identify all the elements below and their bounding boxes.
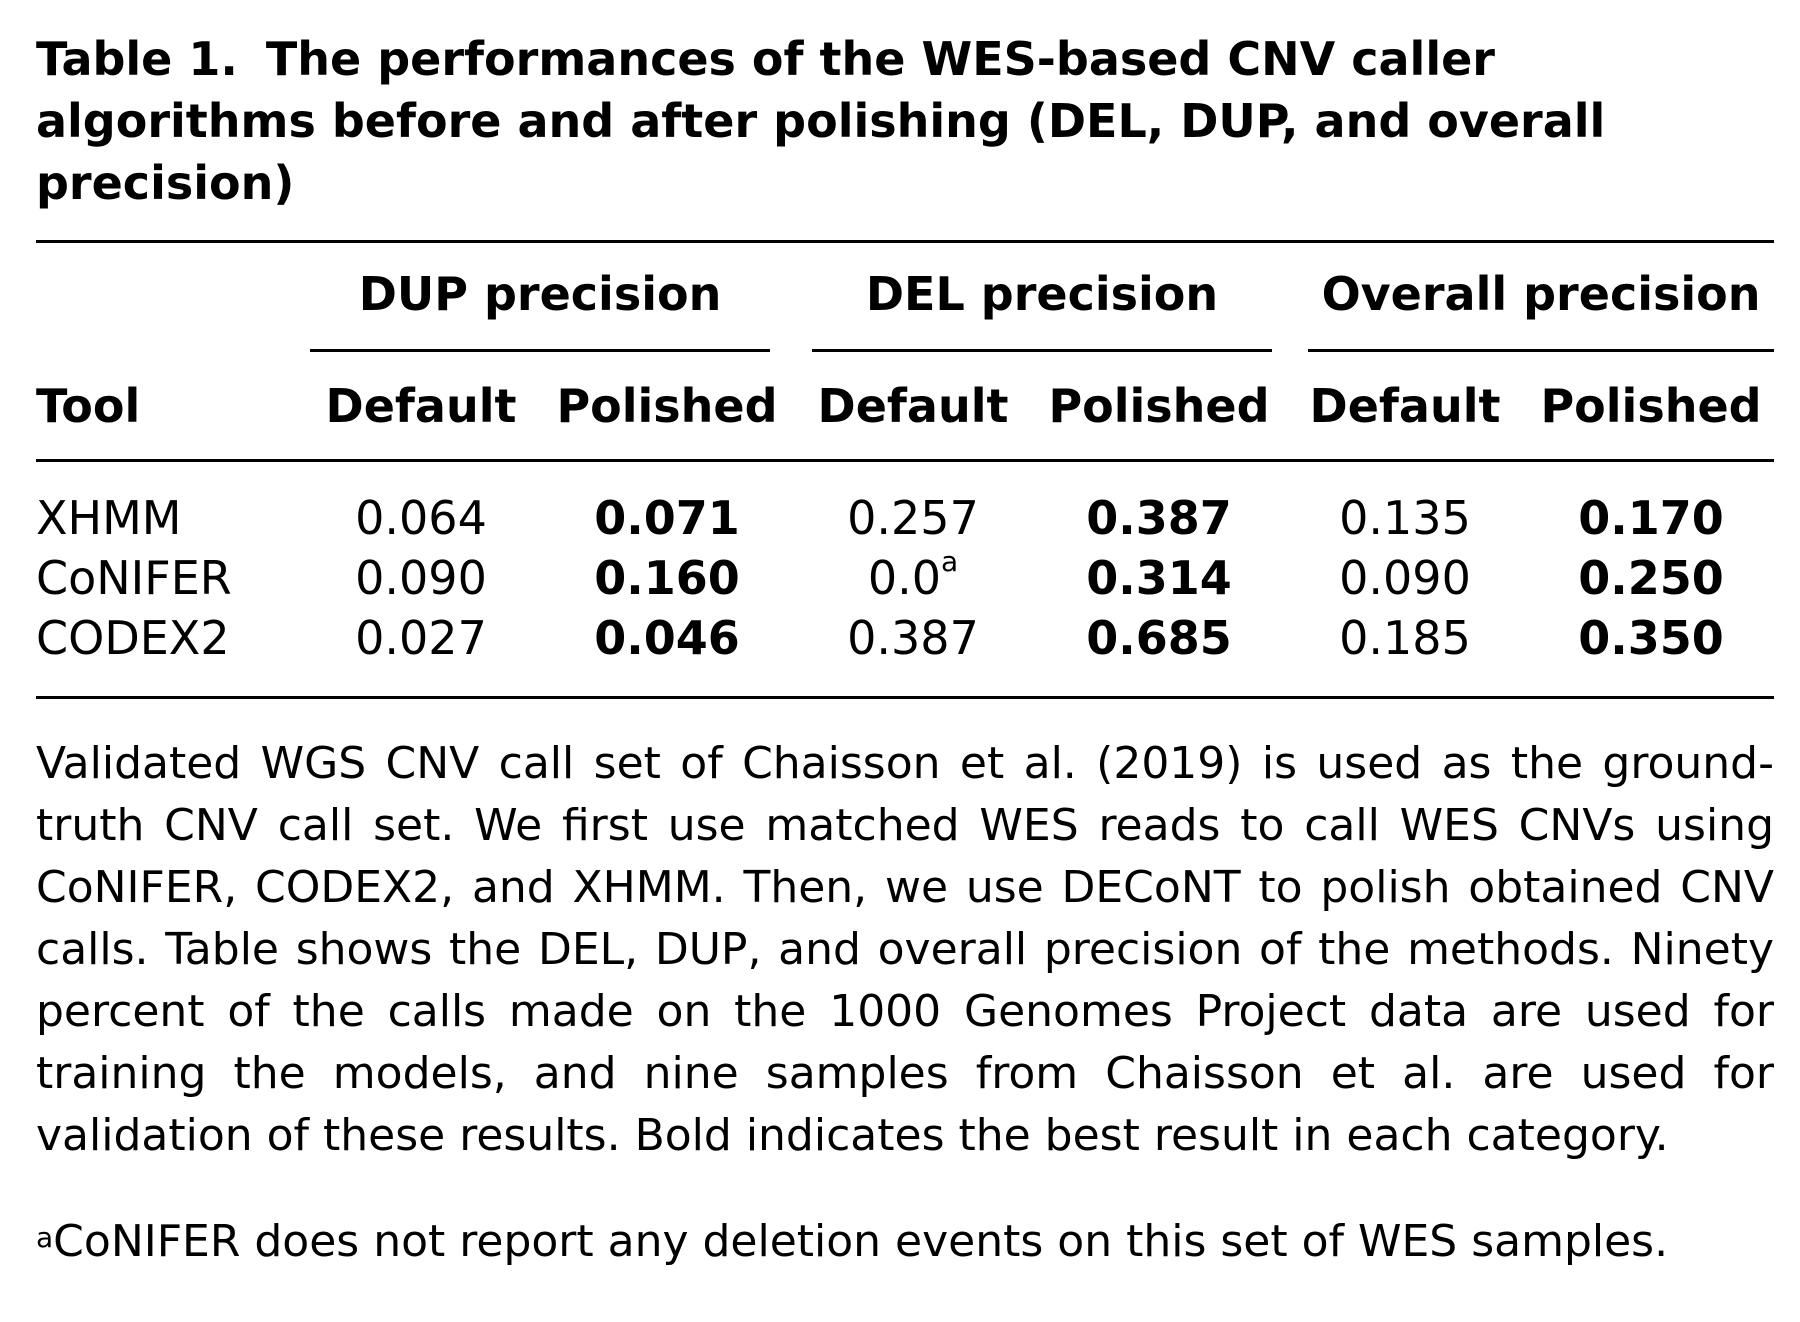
group-header-overall: Overall precision	[1282, 243, 1775, 353]
table-cell-value: 0.185	[1282, 608, 1528, 696]
footnote-mark: a	[36, 1221, 54, 1254]
table-row: CODEX2 0.027 0.046 0.387 0.685 0.185 0.350	[36, 608, 1774, 696]
cell-value-text: 0.135	[1339, 491, 1471, 545]
table-cell-tool: CODEX2	[36, 611, 230, 665]
footnote-text: CoNIFER does not report any deletion eve…	[53, 1216, 1669, 1267]
results-table: DUP precision DEL precision Overall prec…	[36, 243, 1775, 697]
table-cell-value: 0.314	[1036, 548, 1282, 608]
table-figure: Table 1. The performances of the WES-base…	[36, 28, 1775, 1273]
table-cell-value: 0.387	[790, 608, 1036, 696]
cell-value-text: 0.090	[355, 551, 487, 605]
table-row: CoNIFER 0.090 0.160 0.0a 0.314 0.090 0.250	[36, 545, 1774, 608]
group-header-row: DUP precision DEL precision Overall prec…	[36, 243, 1775, 353]
table-cell-value: 0.071	[544, 461, 790, 549]
table-cell-value: 0.160	[544, 548, 790, 608]
sub-header-row: Tool Default Polished Default Polished D…	[36, 353, 1775, 462]
cell-value-text: 0.314	[1086, 551, 1232, 605]
bottom-rule	[36, 696, 1774, 699]
table-cell-value: 0.090	[298, 548, 544, 608]
cell-value-text: 0.185	[1339, 611, 1471, 665]
table-cell-value: 0.387	[1036, 461, 1282, 549]
group-header-blank	[36, 243, 298, 353]
cell-value-text: 0.685	[1086, 611, 1232, 665]
cell-value-text: 0.046	[594, 611, 740, 665]
tool-header: Tool	[36, 353, 298, 462]
sub-header-dup-default: Default	[298, 353, 544, 462]
table-cell-value: 0.0a	[790, 545, 1036, 608]
sub-header-overall-default: Default	[1282, 353, 1529, 462]
table-footnote: aCoNIFER does not report any deletion ev…	[36, 1211, 1774, 1273]
sub-header-overall-polished: Polished	[1528, 353, 1775, 462]
table-cell-tool: XHMM	[36, 491, 182, 545]
table-cell-value: 0.257	[790, 461, 1036, 549]
table-row: XHMM 0.064 0.071 0.257 0.387 0.135 0.170	[36, 461, 1774, 549]
table-cell-value: 0.350	[1528, 608, 1774, 696]
cell-value-text: 0.170	[1578, 491, 1724, 545]
table-cell-value: 0.046	[544, 608, 790, 696]
cell-value-text: 0.071	[594, 491, 740, 545]
cell-value-text: 0.090	[1339, 551, 1471, 605]
cell-value-text: 0.257	[847, 491, 979, 545]
table-cell-value: 0.685	[1036, 608, 1282, 696]
table-body: XHMM 0.064 0.071 0.257 0.387 0.135 0.170 CoNIFE…	[36, 461, 1774, 697]
sub-header-del-polished: Polished	[1036, 353, 1283, 462]
table-title: Table 1. The performances of the WES-base…	[36, 28, 1774, 214]
group-header-del: DEL precision	[790, 243, 1282, 353]
table-cell-value: 0.250	[1528, 548, 1774, 608]
table-cell-value: 0.170	[1528, 461, 1774, 549]
table-caption: Validated WGS CNV call set of Chaisson e…	[36, 738, 1774, 1161]
sub-header-del-default: Default	[790, 353, 1037, 462]
cell-value-text: 0.250	[1578, 551, 1724, 605]
cell-value-text: 0.387	[847, 611, 979, 665]
table-label: Table 1.	[36, 32, 238, 86]
top-rule	[36, 240, 1774, 243]
table-cell-value: 0.027	[298, 608, 544, 696]
table-cell-value: 0.135	[1282, 461, 1528, 549]
cell-value-text: 0.027	[355, 611, 487, 665]
cell-value-text: 0.064	[355, 491, 487, 545]
sub-header-dup-polished: Polished	[544, 353, 791, 462]
table-title-text: The performances of the WES-based CNV ca…	[36, 32, 1606, 210]
table-cell-value: 0.064	[298, 461, 544, 549]
group-header-dup: DUP precision	[298, 243, 790, 353]
cell-value-text: 0.350	[1578, 611, 1724, 665]
cell-value-text: 0.160	[594, 551, 740, 605]
footnote-mark-inline: a	[941, 545, 959, 578]
cell-value-text: 0.387	[1086, 491, 1232, 545]
table-cell-value: 0.090	[1282, 548, 1528, 608]
table-cell-tool: CoNIFER	[36, 551, 232, 605]
cell-value-text: 0.0	[867, 551, 941, 605]
